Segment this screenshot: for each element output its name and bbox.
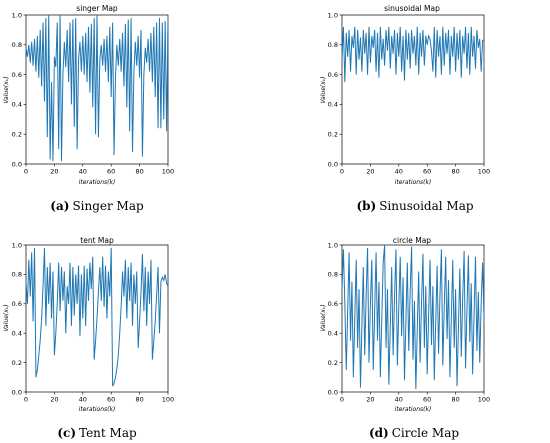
y-tick-label: 0.0 (328, 388, 338, 396)
y-tick-label: 1.0 (12, 241, 22, 249)
axis-ticks: 0 20 40 60 80 100 0.0 0.2 0.4 0.6 0.8 1.0 (12, 11, 175, 175)
y-tick-label: 0.8 (328, 271, 338, 279)
x-tick-label: 40 (395, 396, 403, 404)
chart-title: tent Map (80, 236, 114, 245)
x-tick-label: 40 (79, 396, 87, 404)
y-tick-label: 0.4 (12, 101, 22, 109)
axes-frame (25, 244, 169, 393)
x-tick-label: 0 (24, 396, 28, 404)
y-tick-label: 0.4 (328, 330, 338, 338)
x-tick-label: 60 (107, 396, 115, 404)
y-axis-label: Value(xₖ) (320, 304, 327, 331)
y-tick-label: 0.8 (12, 271, 22, 279)
panel-circle-map: circle Map 0 20 40 60 80 100 0.0 0.2 0.4 0.6 0.8 1.… (320, 236, 490, 440)
x-tick-label: 20 (366, 168, 374, 176)
y-tick-label: 0.6 (328, 300, 338, 308)
x-tick-label: 80 (451, 168, 459, 176)
x-tick-label: 40 (79, 168, 87, 176)
caption-tag: (a) (50, 199, 69, 213)
x-tick-label: 20 (50, 396, 58, 404)
panel-sinusoidal-map: sinusoidal Map 0 20 40 60 80 1000.00.20.40.60… (320, 4, 490, 213)
x-tick-label: 60 (423, 396, 431, 404)
series-line (25, 247, 169, 387)
chart-title: sinusoidal Map (384, 4, 440, 13)
y-tick-label: 0.4 (12, 330, 22, 338)
x-tick-label: 100 (162, 168, 174, 176)
caption-text: Sinusoidal Map (379, 199, 474, 213)
y-tick-label: 0.0 (328, 160, 338, 168)
x-tick-label: 40 (395, 168, 403, 176)
x-tick-label: 100 (162, 396, 174, 404)
caption-tag: (b) (356, 199, 376, 213)
y-tick-label: 0.2 (12, 131, 22, 139)
y-tick-label: 0.4 (328, 101, 338, 109)
y-tick-label: 0.2 (328, 359, 338, 367)
x-tick-label: 80 (135, 168, 143, 176)
x-tick-label: 20 (366, 396, 374, 404)
y-tick-label: 0.6 (328, 71, 338, 79)
y-axis-label: Value(xₖ) (3, 76, 10, 103)
y-tick-label: 0.0 (12, 160, 22, 168)
panel-singer-map: singer Map 0 20 40 60 80 100 0.0 0.2 0.4 0.6 0.8 1.… (3, 4, 174, 213)
x-axis-label: iterations(k) (79, 406, 116, 413)
y-tick-label: 0.8 (328, 41, 338, 49)
chart-title: circle Map (393, 236, 431, 245)
caption-tag: (d) (369, 426, 389, 440)
x-axis-label: iterations(k) (395, 179, 432, 186)
y-tick-label: 1.0 (12, 11, 22, 19)
x-axis-label: iterations(k) (395, 406, 432, 413)
y-tick-label: 1.0 (328, 11, 338, 19)
panel-caption: (b) Sinusoidal Map (356, 199, 473, 213)
x-tick-label: 0 (24, 168, 28, 176)
x-tick-label: 0 (340, 168, 344, 176)
x-tick-label: 100 (478, 396, 490, 404)
y-axis-label: Value(xₖ) (3, 304, 10, 331)
x-tick-label: 60 (423, 168, 431, 176)
x-axis-label: iterations(k) (79, 179, 116, 186)
axis-ticks: 0 20 40 60 80 100 0.0 0.2 0.4 0.6 0.8 1.0 (328, 11, 491, 175)
y-tick-label: 0.6 (12, 300, 22, 308)
y-tick-label: 1.0 (328, 241, 338, 249)
series-line (341, 244, 485, 390)
panel-caption: (d) Circle Map (369, 426, 459, 440)
y-tick-label: 0.6 (12, 71, 22, 79)
axis-ticks: 0 20 40 60 80 100 0.0 0.2 0.4 0.6 0.8 1.0 (12, 241, 175, 403)
caption-text: Circle Map (392, 426, 460, 440)
x-tick-label: 60 (107, 168, 115, 176)
x-tick-label: 20 (50, 168, 58, 176)
axis-ticks: 0 20 40 60 80 100 0.0 0.2 0.4 0.6 0.8 1.0 (328, 241, 491, 403)
caption-text: Singer Map (72, 199, 144, 213)
panel-tent-map: tent Map 0 20 40 60 80 1000.00.20.40.60.81.0 … (3, 236, 174, 440)
y-tick-label: 0.0 (12, 388, 22, 396)
series-line (341, 26, 484, 83)
series-line (25, 14, 169, 162)
chart-title: singer Map (76, 4, 118, 13)
y-tick-label: 0.2 (328, 131, 338, 139)
panel-caption: (c) Tent Map (57, 426, 137, 440)
y-tick-label: 0.2 (12, 359, 22, 367)
x-tick-label: 0 (340, 396, 344, 404)
axes-frame (341, 14, 485, 165)
panel-caption: (a) Singer Map (50, 199, 144, 213)
x-tick-label: 80 (451, 396, 459, 404)
y-tick-label: 0.8 (12, 41, 22, 49)
y-axis-label: Value(xₖ) (320, 76, 327, 103)
caption-tag: (c) (57, 426, 76, 440)
caption-text: Tent Map (79, 426, 137, 440)
x-tick-label: 100 (478, 168, 490, 176)
x-tick-label: 80 (135, 396, 143, 404)
